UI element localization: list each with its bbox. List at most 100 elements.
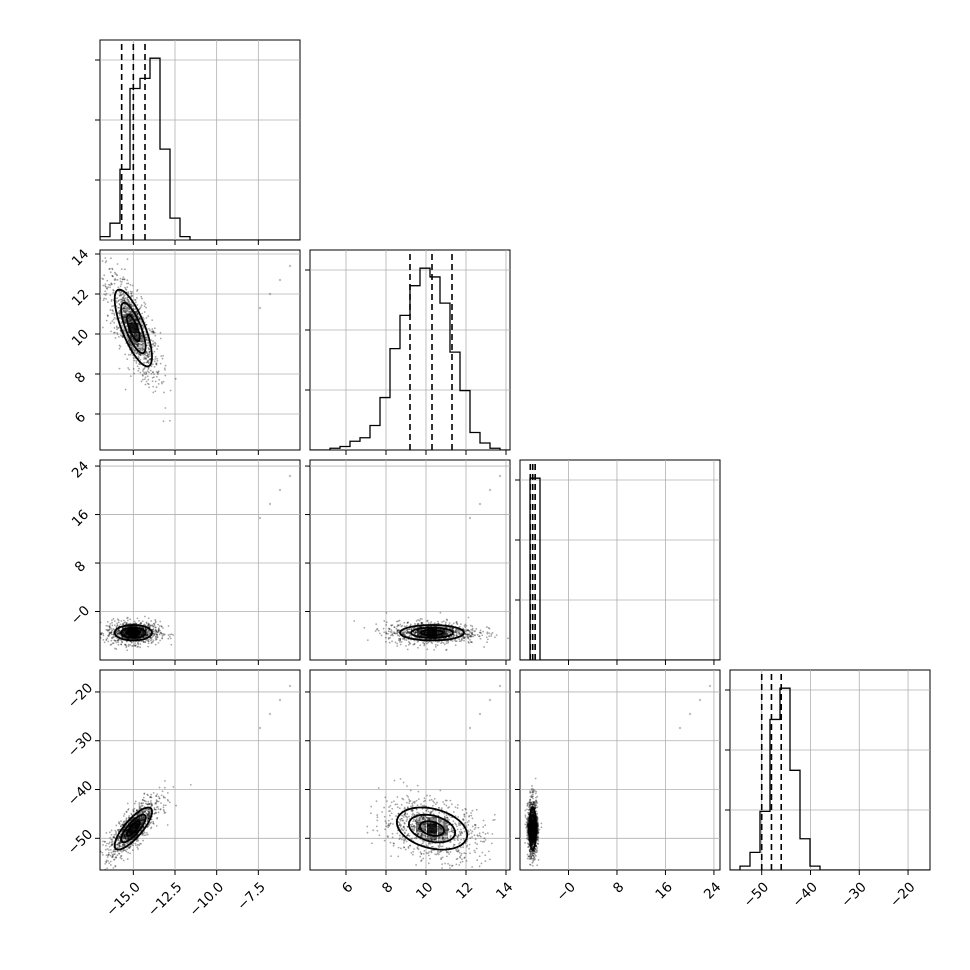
sample-point: [162, 806, 165, 809]
sample-point: [147, 368, 150, 370]
sample-point: [119, 842, 122, 844]
sample-point: [164, 374, 167, 377]
sample-point: [429, 842, 432, 845]
sample-point: [155, 808, 157, 811]
sample-point: [483, 646, 486, 648]
sample-point: [119, 285, 122, 288]
sample-point: [143, 356, 146, 359]
sample-point: [153, 808, 156, 811]
sample-point: [136, 334, 138, 336]
sample-point: [470, 632, 473, 635]
sample-point: [136, 345, 139, 348]
sample-point: [390, 812, 393, 815]
sample-point: [126, 634, 128, 637]
sample-point: [111, 274, 114, 277]
sample-point: [484, 854, 487, 857]
sample-point: [157, 383, 160, 385]
sample-point: [175, 804, 178, 807]
sample-point: [416, 637, 418, 640]
sample-point: [116, 332, 119, 334]
sample-point: [120, 283, 123, 286]
sample-point: [157, 811, 160, 814]
sample-point: [137, 818, 140, 821]
sample-point: [122, 632, 125, 634]
sample-point: [422, 840, 425, 843]
sample-point: [434, 833, 437, 836]
sample-point: [408, 634, 411, 637]
sample-point: [136, 809, 138, 812]
sample-point: [444, 862, 446, 865]
sample-point: [404, 812, 407, 814]
sample-point: [535, 813, 538, 816]
sample-point: [159, 629, 161, 632]
sample-point: [115, 273, 118, 276]
sample-point: [447, 828, 450, 831]
sample-point: [166, 791, 169, 794]
sample-point: [400, 641, 403, 643]
sample-point: [403, 831, 406, 834]
sample-point: [148, 815, 151, 817]
sample-point: [390, 631, 393, 633]
sample-point: [414, 820, 417, 823]
sample-point: [421, 833, 423, 836]
sample-point: [140, 334, 143, 337]
sample-point: [378, 834, 381, 837]
sample-point: [436, 852, 439, 855]
outlier-point: [468, 516, 472, 520]
sample-point: [169, 633, 172, 636]
sample-point: [537, 842, 539, 845]
pair-content: [353, 474, 509, 652]
sample-point: [114, 850, 117, 853]
sample-point: [116, 850, 119, 853]
sample-point: [448, 864, 451, 867]
sample-point: [141, 349, 144, 352]
sample-point: [143, 811, 146, 814]
sample-point: [411, 804, 414, 807]
sample-point: [471, 629, 474, 632]
sample-point: [159, 362, 162, 365]
sample-point: [408, 628, 410, 631]
sample-point: [146, 370, 149, 373]
sample-point: [152, 391, 155, 394]
sample-point: [118, 852, 121, 855]
sample-point: [149, 632, 152, 635]
density-cell: [122, 326, 133, 336]
sample-point: [445, 804, 448, 807]
sample-point: [401, 797, 404, 800]
sample-point: [155, 633, 158, 636]
sample-point: [160, 794, 163, 797]
sample-point: [140, 819, 142, 822]
sample-point: [121, 299, 124, 302]
sample-point: [455, 631, 457, 634]
sample-point: [423, 631, 426, 634]
sample-point: [117, 838, 119, 841]
sample-point: [150, 624, 153, 627]
sample-point: [111, 309, 114, 311]
contour-level-1: [407, 813, 457, 844]
sample-point: [138, 804, 141, 806]
sample-point: [130, 321, 133, 324]
sample-point: [111, 636, 113, 639]
outlier-point: [288, 264, 292, 268]
sample-point: [419, 644, 422, 647]
sample-point: [410, 628, 413, 630]
sample-point: [167, 625, 170, 627]
sample-point: [137, 345, 139, 347]
sample-point: [121, 636, 124, 639]
sample-point: [136, 840, 138, 843]
sample-point: [116, 274, 119, 277]
sample-point: [455, 621, 458, 624]
sample-point: [442, 633, 445, 636]
sample-point: [406, 631, 409, 634]
sample-point: [128, 321, 130, 324]
sample-point: [130, 292, 133, 295]
sample-point: [155, 630, 158, 633]
sample-point: [407, 796, 410, 798]
sample-point: [436, 871, 438, 873]
sample-point: [459, 841, 461, 844]
sample-point: [422, 816, 425, 819]
sample-point: [132, 321, 135, 324]
sample-point: [128, 847, 130, 849]
sample-point: [138, 353, 141, 356]
sample-point: [126, 286, 129, 289]
